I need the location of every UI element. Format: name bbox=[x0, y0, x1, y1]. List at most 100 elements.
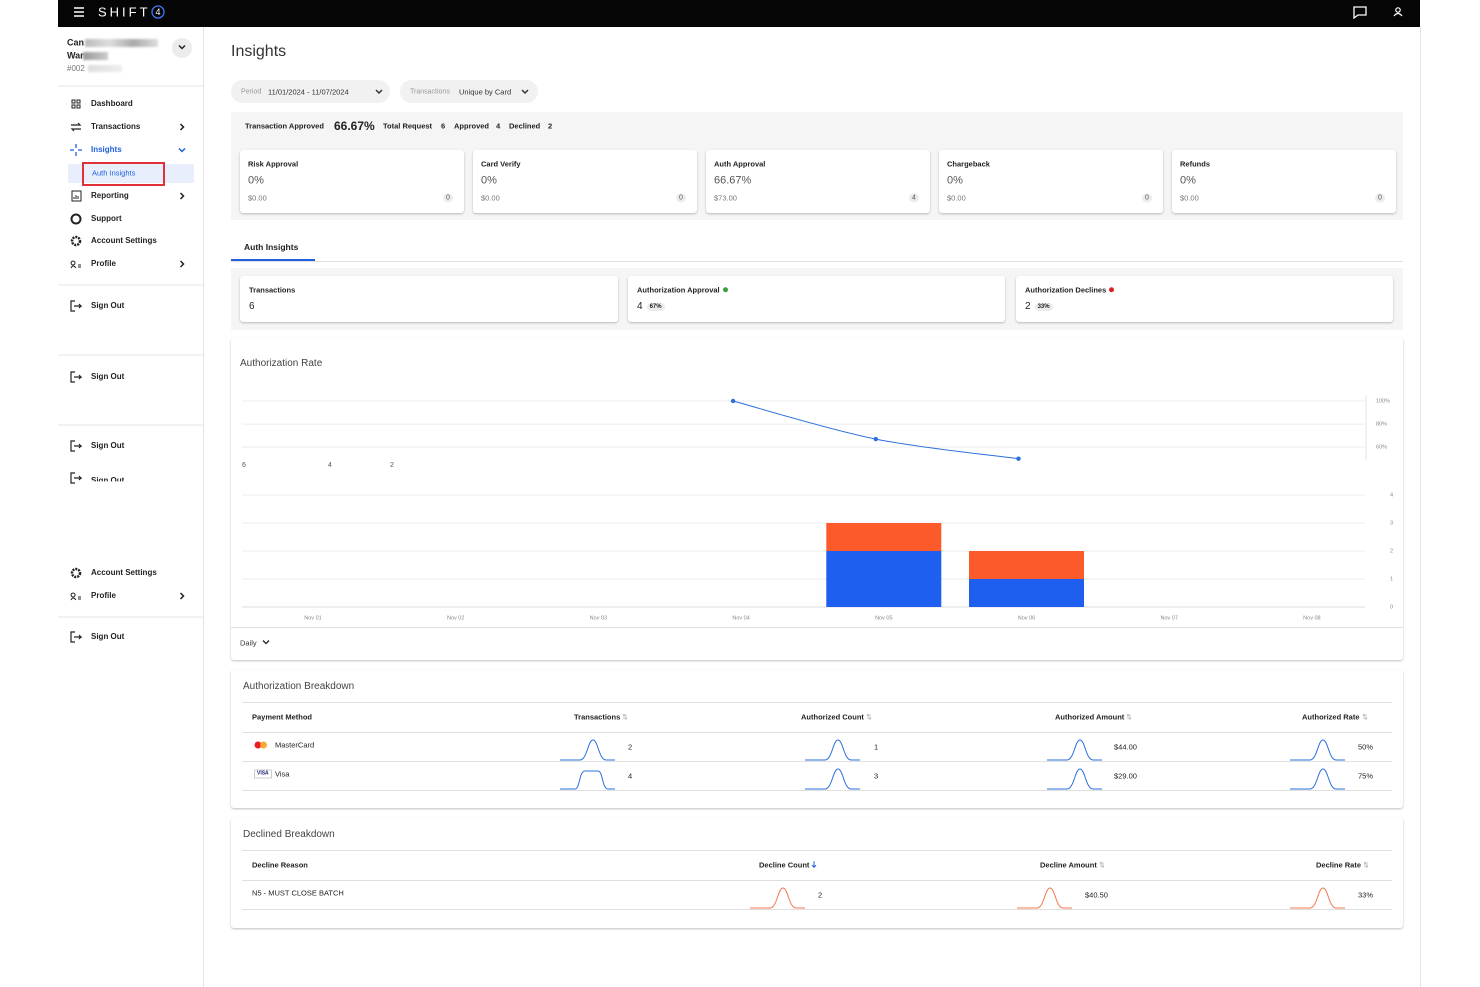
column-header: Transactions bbox=[574, 713, 628, 721]
nav-item[interactable]: Reporting bbox=[91, 191, 129, 200]
column-header-text[interactable]: Payment Method bbox=[252, 712, 313, 722]
summary-total-label: Total Request bbox=[383, 121, 433, 131]
column-header-text[interactable]: Decline Amount bbox=[1040, 860, 1097, 870]
tab-line bbox=[231, 261, 1403, 262]
auth-card-title: Authorization Approval bbox=[637, 285, 720, 295]
nav-item[interactable]: Auth Insights bbox=[92, 168, 136, 178]
sort-icon[interactable] bbox=[1099, 862, 1105, 869]
filter-pill bbox=[231, 80, 390, 103]
cell: MasterCard bbox=[275, 740, 315, 750]
column-header: Authorized Amount bbox=[1055, 713, 1132, 721]
column-header-text[interactable]: Authorized Rate bbox=[1302, 712, 1360, 722]
table-line bbox=[242, 909, 1392, 910]
stat-percent: 0% bbox=[1180, 174, 1196, 187]
stat-amount: $0.00 bbox=[248, 193, 267, 203]
top-bar bbox=[58, 0, 1420, 27]
auth-card-title-row: Transactions bbox=[249, 286, 295, 294]
column-header: Authorized Rate bbox=[1302, 713, 1368, 721]
nav-item[interactable]: Transactions bbox=[91, 122, 141, 131]
table-line bbox=[242, 732, 1392, 733]
stat-count: 0 bbox=[443, 193, 453, 203]
sort-icon[interactable] bbox=[866, 714, 872, 721]
table-line bbox=[242, 850, 1392, 851]
column-header: Decline Rate bbox=[1316, 861, 1369, 869]
column-header-text[interactable]: Decline Rate bbox=[1316, 860, 1362, 870]
filter-value[interactable]: 11/01/2024 - 11/07/2024 bbox=[268, 87, 349, 97]
nav-item[interactable]: Sign Out bbox=[91, 476, 125, 485]
column-header-text[interactable]: Decline Reason bbox=[252, 860, 308, 870]
table-panel bbox=[231, 670, 1403, 808]
stat-amount: $0.00 bbox=[947, 193, 966, 203]
summary-declined-label: Declined bbox=[509, 121, 541, 131]
chart-divider bbox=[231, 627, 1403, 628]
summary-approved-label: Transaction Approved bbox=[245, 121, 324, 131]
column-header: Payment Method bbox=[252, 713, 312, 721]
stat-amount: $0.00 bbox=[481, 193, 500, 203]
stat-title: Refunds bbox=[1180, 159, 1210, 169]
stat-card bbox=[1172, 150, 1396, 213]
summary-approved-value: 66.67% bbox=[334, 119, 375, 133]
sidebar bbox=[58, 27, 204, 987]
auth-card-value-row: 4 67% bbox=[637, 302, 665, 312]
stat-card bbox=[706, 150, 930, 213]
nav-item[interactable]: Dashboard bbox=[91, 99, 133, 108]
table-panel bbox=[231, 818, 1403, 928]
stat-percent: 0% bbox=[248, 174, 264, 187]
nav-item[interactable]: Sign Out bbox=[91, 372, 125, 381]
account-name: War bbox=[67, 50, 84, 61]
summary-approved-count-label: Approved bbox=[454, 121, 490, 131]
sort-icon[interactable] bbox=[1126, 714, 1132, 721]
selected-bg bbox=[68, 164, 194, 183]
filter-label[interactable]: Period bbox=[241, 88, 262, 96]
column-header-text[interactable]: Decline Count bbox=[759, 860, 810, 870]
nav-item[interactable]: Sign Out bbox=[91, 301, 125, 310]
nav-item[interactable]: Sign Out bbox=[91, 632, 125, 641]
filter-label[interactable]: Transactions bbox=[410, 88, 450, 96]
summary-approved-count: 4 bbox=[496, 121, 501, 131]
sort-icon[interactable] bbox=[811, 861, 817, 869]
auth-card-value-row: 2 33% bbox=[1025, 302, 1053, 312]
column-header: Decline Count bbox=[759, 861, 817, 869]
column-header-text[interactable]: Transactions bbox=[574, 712, 621, 722]
sort-icon[interactable] bbox=[1363, 862, 1369, 869]
auth-card-value: 2 bbox=[1025, 301, 1031, 312]
column-header-text[interactable]: Authorized Amount bbox=[1055, 712, 1125, 722]
nav-item[interactable]: Account Settings bbox=[91, 236, 157, 245]
status-dot bbox=[1109, 287, 1115, 293]
nav-item[interactable]: Account Settings bbox=[91, 568, 157, 577]
page-title: Insights bbox=[231, 43, 287, 60]
chart-title: Authorization Rate bbox=[240, 358, 323, 369]
sort-icon[interactable] bbox=[622, 714, 628, 721]
filter-value[interactable]: Unique by Card bbox=[459, 87, 512, 97]
table-line bbox=[242, 702, 1392, 703]
stat-count: 4 bbox=[909, 193, 919, 203]
cell: $44.00 bbox=[1114, 742, 1137, 752]
brand: SHIFT bbox=[98, 4, 151, 20]
table-line bbox=[242, 790, 1392, 791]
cell: $29.00 bbox=[1114, 771, 1137, 781]
stat-percent: 0% bbox=[947, 174, 963, 187]
stat-count: 0 bbox=[1142, 193, 1152, 203]
interval-select[interactable]: Daily bbox=[240, 638, 257, 648]
auth-card-badge: 33% bbox=[1034, 303, 1053, 311]
auth-card-value: 6 bbox=[249, 301, 255, 312]
main-border bbox=[1420, 27, 1421, 987]
tab[interactable]: Auth Insights bbox=[244, 241, 299, 252]
stat-card bbox=[939, 150, 1163, 213]
stat-count: 0 bbox=[676, 193, 686, 203]
stat-title: Auth Approval bbox=[714, 159, 766, 169]
sort-icon[interactable] bbox=[1362, 714, 1368, 721]
cell: 33% bbox=[1358, 890, 1374, 900]
auth-card bbox=[628, 276, 1005, 322]
column-header-text[interactable]: Authorized Count bbox=[801, 712, 864, 722]
table-line bbox=[242, 880, 1392, 881]
nav-item[interactable]: Profile bbox=[91, 259, 116, 268]
nav-item[interactable]: Support bbox=[91, 214, 122, 223]
auth-card-title-row: Authorization Approval bbox=[637, 286, 728, 294]
cell: Visa bbox=[275, 769, 290, 779]
nav-item[interactable]: Profile bbox=[91, 591, 116, 600]
stat-percent: 66.67% bbox=[714, 174, 752, 187]
cell: $40.50 bbox=[1085, 890, 1108, 900]
nav-item[interactable]: Sign Out bbox=[91, 441, 125, 450]
nav-item[interactable]: Insights bbox=[91, 145, 122, 154]
